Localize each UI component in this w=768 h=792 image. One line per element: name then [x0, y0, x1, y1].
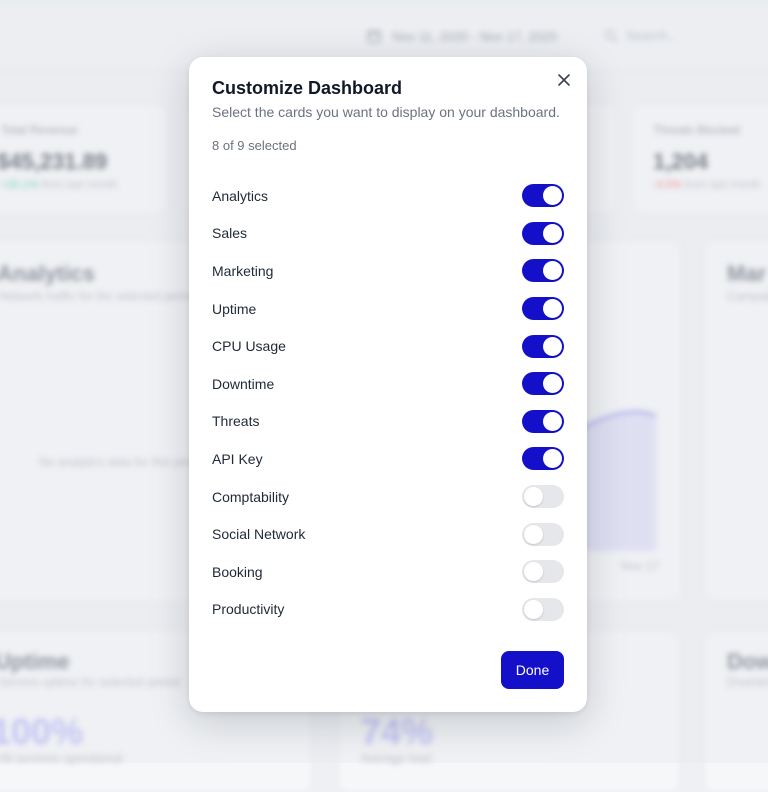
toggle-switch-downtime[interactable]	[522, 372, 564, 396]
toggle-knob	[524, 524, 543, 544]
toggle-knob	[543, 374, 562, 394]
card-subtitle: Network traffic for the selected period	[0, 289, 198, 303]
dialog-subtitle: Select the cards you want to display on …	[212, 104, 560, 120]
toggle-switch-productivity[interactable]	[522, 597, 564, 621]
card-subtitle: Service uptime for selected period	[0, 675, 181, 689]
toggle-label: API Key	[212, 450, 263, 467]
toggle-label: Sales	[212, 225, 248, 242]
toggle-row-comptability: Comptability	[212, 478, 564, 516]
toggle-switch-cpu-usage[interactable]	[522, 334, 564, 358]
toggle-row-api-key: API Key	[212, 440, 564, 478]
toggle-knob	[524, 562, 543, 582]
toggle-knob	[543, 299, 562, 319]
toggle-switch-booking[interactable]	[522, 560, 564, 584]
toggle-row-downtime: Downtime	[212, 365, 564, 403]
toggle-switch-threats[interactable]	[522, 409, 564, 433]
search-icon	[604, 29, 618, 42]
toggle-row-threats: Threats	[212, 403, 564, 441]
card-toggle-list: Analytics Sales Marketing Uptime CPU Usage Do…	[212, 177, 564, 628]
cpu-note: Average load	[361, 751, 432, 765]
toggle-knob	[543, 336, 562, 356]
card-title: Mar	[727, 261, 767, 286]
toggle-switch-social-network[interactable]	[522, 522, 564, 546]
dialog-title: Customize Dashboard	[212, 78, 403, 98]
toggle-switch-comptability[interactable]	[522, 485, 564, 509]
toggle-knob	[543, 261, 562, 281]
uptime-note: All services operational	[0, 751, 123, 765]
kpi-change: -4.5% from last month	[653, 179, 761, 191]
toggle-knob	[543, 223, 562, 243]
toggle-label: Comptability	[212, 488, 290, 505]
toggle-label: Uptime	[212, 300, 257, 317]
toggle-label: Downtime	[212, 375, 275, 392]
empty-state: No analytics data for this period	[39, 455, 208, 469]
uptime-value: 100%	[0, 711, 84, 752]
toggle-label: CPU Usage	[212, 338, 286, 355]
card-title: Dow	[727, 649, 768, 674]
toggle-switch-sales[interactable]	[522, 221, 564, 245]
toggle-knob	[543, 186, 562, 206]
toggle-switch-uptime[interactable]	[522, 297, 564, 321]
close-icon	[558, 74, 570, 86]
kpi-card-threats: Threats Blocked 1,204 -4.5% from last mo…	[632, 104, 768, 214]
customize-dashboard-dialog: Customize Dashboard Select the cards you…	[189, 57, 587, 712]
kpi-value: 1,204	[653, 149, 709, 174]
toggle-row-social-network: Social Network	[212, 515, 564, 553]
toggle-switch-analytics[interactable]	[522, 184, 564, 208]
kpi-change: +20.1% from last month	[1, 179, 118, 191]
toggle-row-booking: Booking	[212, 553, 564, 591]
top-accent-line	[0, 0, 768, 4]
kpi-value: $45,231.89	[0, 149, 108, 174]
toggle-row-uptime: Uptime	[212, 290, 564, 328]
calendar-icon	[367, 30, 381, 43]
done-button[interactable]: Done	[501, 651, 564, 689]
toggle-row-productivity: Productivity	[212, 591, 564, 629]
selected-count: 8 of 9 selected	[212, 138, 297, 153]
toggle-label: Threats	[212, 413, 260, 430]
toggle-switch-marketing[interactable]	[522, 259, 564, 283]
date-range-text: Nov 11, 2020 - Nov 17, 2020	[392, 28, 558, 44]
toggle-knob	[524, 487, 543, 507]
chart-x-label: Nov 17	[621, 559, 660, 573]
card-subtitle: Downtime	[727, 675, 768, 689]
card-subtitle: Campaign	[727, 289, 768, 303]
search-placeholder: Search...	[626, 28, 679, 43]
toggle-label: Marketing	[212, 262, 274, 279]
toggle-switch-api-key[interactable]	[522, 447, 564, 471]
kpi-card-revenue: Total Revenue $45,231.89 +20.1% from las…	[0, 104, 168, 214]
close-button[interactable]	[554, 70, 574, 90]
cpu-value: 74%	[361, 711, 434, 752]
card-title: Uptime	[0, 649, 70, 674]
toggle-label: Booking	[212, 563, 263, 580]
kpi-label: Total Revenue	[1, 123, 78, 137]
toggle-label: Social Network	[212, 526, 306, 543]
toggle-label: Analytics	[212, 187, 269, 204]
toggle-row-cpu-usage: CPU Usage	[212, 327, 564, 365]
toggle-label: Productivity	[212, 601, 285, 618]
search-box[interactable]: Search...	[604, 28, 678, 43]
toggle-row-analytics: Analytics	[212, 177, 564, 215]
toggle-knob	[543, 449, 562, 469]
toggle-knob	[524, 599, 543, 619]
toggle-knob	[543, 411, 562, 431]
toggle-row-marketing: Marketing	[212, 252, 564, 290]
date-range-picker[interactable]: Nov 11, 2020 - Nov 17, 2020	[366, 28, 557, 44]
marketing-card: Mar Campaign	[704, 240, 768, 602]
kpi-label: Threats Blocked	[653, 123, 740, 137]
toggle-row-sales: Sales	[212, 215, 564, 253]
card-title: Analytics	[0, 261, 95, 286]
